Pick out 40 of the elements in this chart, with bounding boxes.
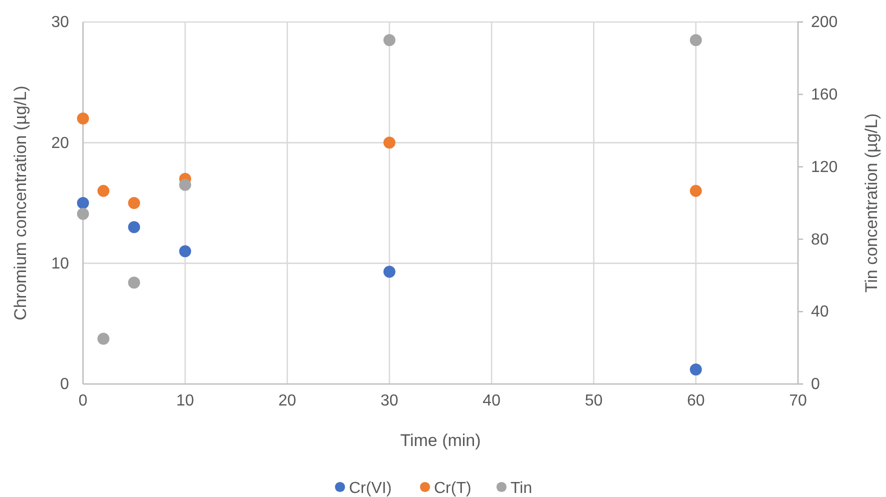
y2-tick-label: 200 <box>811 14 838 32</box>
legend-label: Tin <box>510 480 532 497</box>
legend-label: Cr(VI) <box>349 480 392 497</box>
point <box>383 266 396 278</box>
y2-tick-label: 160 <box>811 86 838 104</box>
y-tick-label: 30 <box>51 14 70 32</box>
point <box>383 136 396 149</box>
point <box>97 332 110 345</box>
point <box>690 184 702 197</box>
point <box>97 184 110 197</box>
x-tick-label: 20 <box>278 392 296 410</box>
y-tick-label: 10 <box>51 255 70 272</box>
legend-label: Cr(T) <box>434 480 472 497</box>
y2-tick-label: 120 <box>811 158 838 176</box>
x-tick-label: 10 <box>176 392 194 410</box>
x-tick-label: 40 <box>482 392 501 410</box>
x-tick-label: 0 <box>78 392 88 410</box>
y2-tick-label: 40 <box>811 304 829 321</box>
y2-axis-title: Tin concentration (µg/L) <box>862 113 881 293</box>
y-axis-title: Chromium concentration (µg/L) <box>11 86 30 320</box>
point <box>128 197 140 209</box>
y2-tick-label: 0 <box>811 376 820 394</box>
point <box>690 364 702 376</box>
point <box>77 197 89 209</box>
x-tick-label: 50 <box>584 392 603 410</box>
point <box>77 112 89 125</box>
point <box>179 245 192 258</box>
point <box>77 208 89 220</box>
y2-tick-label: 80 <box>811 231 829 248</box>
y-tick-label: 0 <box>60 376 70 394</box>
point <box>179 178 192 191</box>
point <box>690 34 702 46</box>
y-tick-label: 20 <box>51 134 70 152</box>
point <box>128 221 140 234</box>
x-tick-label: 30 <box>380 392 398 410</box>
point <box>128 276 140 289</box>
x-tick-label: 70 <box>789 392 807 410</box>
x-axis-title: Time (min) <box>400 431 481 450</box>
x-tick-label: 60 <box>686 392 705 410</box>
point <box>383 34 396 46</box>
